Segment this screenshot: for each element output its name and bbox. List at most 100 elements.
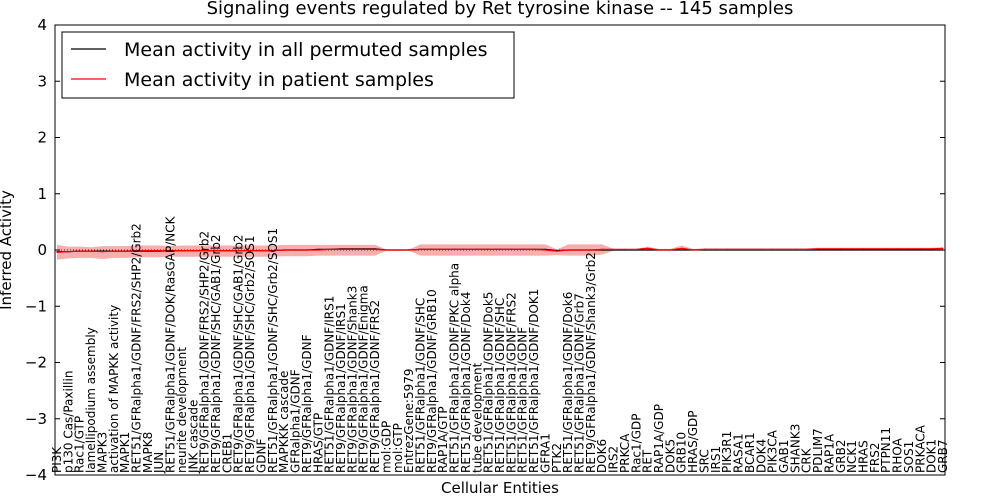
series-1-point (567, 249, 569, 251)
series-1-point (533, 248, 535, 250)
series-1-point (635, 248, 637, 250)
series-1-point (56, 251, 58, 253)
series-1-point (442, 248, 444, 250)
series-1-point (181, 250, 183, 252)
x-tick-label: IRS2 (607, 446, 621, 473)
series-1-point (919, 248, 921, 250)
x-tick-label: MAPK3 (95, 432, 109, 473)
x-tick-label: PTPN11 (879, 427, 893, 473)
series-1-point (522, 248, 524, 250)
x-tick-label: RAP1A/GTP (436, 406, 450, 473)
x-tick-label: EntrezGene:5979 (402, 369, 416, 473)
x-tick-label: FRS2 (868, 443, 882, 474)
x-tick-label: GRB10 (675, 432, 689, 473)
series-1-point (794, 248, 796, 250)
x-tick-label: mol:GTP (391, 423, 405, 473)
series-0-point (931, 249, 933, 251)
x-tick-label: RET51/GFRalpha1/GDNF/SHC (493, 298, 507, 473)
y-axis-label: Inferred Activity (0, 190, 15, 310)
series-1-point (431, 248, 433, 250)
x-tick-label: GDNF (254, 438, 268, 473)
x-tick-label: RAP1A/GDP (652, 404, 666, 473)
series-1-point (840, 248, 842, 250)
x-tick-label: RHOA (891, 437, 905, 473)
x-tick-label: Rac1/GTP (73, 416, 87, 473)
x-tick-label: IRS1 (709, 446, 723, 473)
series-0-point (851, 249, 853, 251)
series-1-point (215, 250, 217, 252)
legend-label-patient: Mean activity in patient samples (124, 69, 434, 91)
series-1-point (397, 249, 399, 251)
series-1-point (556, 250, 558, 252)
series-0-point (862, 249, 865, 251)
x-axis-label: Cellular Entities (441, 479, 559, 497)
series-1-point (454, 248, 456, 250)
series-1-point (317, 249, 319, 251)
x-tick-label: RET9/GFRalpha1/GDNF/Enigma (357, 285, 371, 473)
x-tick-label: Rac1/GDP (629, 414, 643, 473)
x-tick-label: PIK3CA (766, 429, 780, 473)
series-1-point (772, 248, 774, 250)
x-tick-label: RET9/GFRalpha1/GDNF/SHC/Grb2/SOS1 (243, 235, 257, 473)
x-tick-label: RET51/GFRalpha1/GDNF/Dok4 (459, 292, 473, 473)
series-1-point (124, 250, 126, 252)
series-layer (55, 247, 945, 253)
x-tick-label: RET9/GFRalpha1/GDNF/IRS1 (334, 303, 348, 473)
x-tick-label: HRAS/GTP (311, 413, 325, 473)
x-tick-label: RET9/GFRalpha1/GDNF/SHC/GAB1/Grb2 (209, 234, 223, 473)
series-1-point (510, 248, 512, 250)
x-tick-label: SOS1 (902, 441, 916, 473)
series-1-point (374, 248, 376, 250)
series-1-point (897, 248, 899, 250)
series-0-point (817, 249, 819, 251)
x-tick-label: DOK5 (663, 439, 677, 473)
series-1-point (737, 248, 740, 250)
x-tick-label: RET9/GFRalpha1/GDNF (300, 334, 314, 473)
series-0-point (681, 249, 683, 251)
series-1-point (703, 248, 706, 250)
x-tick-label: RET51/GFRalpha1/GDNF (516, 327, 530, 473)
x-tick-label: GFRA1 (538, 433, 552, 473)
x-tick-label: RET51/GFRalpha1/GDNF/PKC alpha (448, 263, 462, 473)
legend: Mean activity in all permuted samples Me… (61, 31, 515, 99)
series-1-point (170, 250, 172, 252)
series-1-point (306, 249, 308, 251)
series-1-point (647, 247, 649, 249)
y-tick-label: 4 (37, 16, 47, 34)
x-tick-label: p130 Cas/Paxillin (61, 371, 75, 473)
x-tick-label: RET9/GFRalpha1/GDNF/FRS2/SHP2/Grb2 (198, 231, 212, 473)
x-tick-label: RET51/GFRalpha1/GDNF/Grb7 (573, 293, 587, 473)
series-1-point (329, 248, 331, 250)
series-1-point (465, 248, 467, 250)
series-1-point (783, 248, 785, 250)
x-tick-label: HRAS (856, 440, 870, 473)
x-tick-label: GRB2 (834, 439, 848, 473)
x-tick-label: RET9/GFRalpha1/GDNF/Shank3 (345, 286, 359, 473)
series-1-point (681, 247, 683, 249)
series-1-point (578, 249, 581, 251)
x-tick-label: DOK4 (754, 439, 768, 473)
x-tick-label: activation of MAPKK activity (107, 305, 121, 473)
x-tick-label: SHANK3 (788, 424, 802, 473)
series-1-point (158, 250, 160, 252)
series-1-point (488, 248, 490, 250)
series-1-point (363, 248, 365, 250)
y-tick-label: −1 (25, 297, 47, 315)
series-1-point (272, 250, 274, 252)
x-tick-label: RET51/GFRalpha1/GDNF/Dok5 (482, 292, 496, 473)
x-tick-label: PIK3R1 (720, 431, 734, 473)
x-tick-label: SRC (697, 449, 711, 473)
x-tick-label: GRB7 (936, 439, 950, 473)
x-tick-label: RET9/GFRalpha1/GDNF/SHC/GAB1/Grb2 (232, 234, 246, 473)
series-1-point (658, 249, 660, 251)
x-tick-label: CRK (800, 447, 814, 473)
series-1-point (67, 251, 69, 253)
series-1-point (249, 250, 251, 252)
x-tick-label: neurite development (175, 347, 189, 473)
legend-label-permuted: Mean activity in all permuted samples (124, 39, 487, 61)
series-1-point (476, 248, 478, 250)
x-tick-label: RET9/GFRalpha1/GDNF/GRB10 (425, 289, 439, 473)
series-1-point (692, 249, 694, 251)
series-1-point (294, 249, 297, 251)
